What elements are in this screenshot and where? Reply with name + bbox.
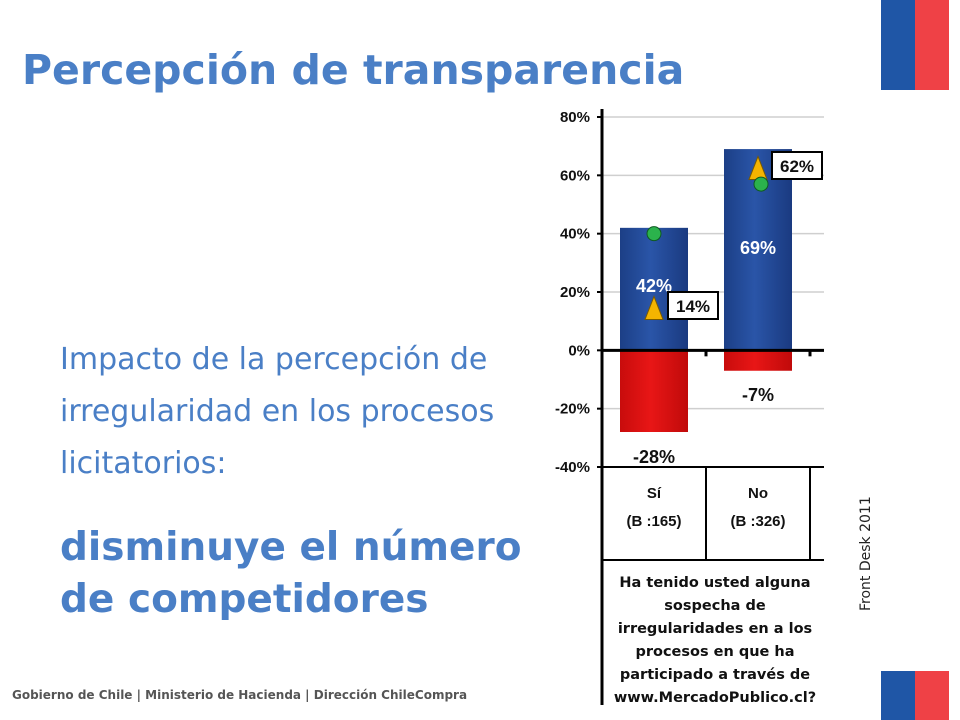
y-tick-label: 20% [560, 284, 590, 301]
slide-title: Percepción de transparencia [22, 46, 685, 94]
triangle-value-label: 62% [780, 157, 814, 176]
y-tick-label: 60% [560, 167, 590, 184]
y-tick-label: 0% [568, 342, 590, 359]
triangle-marker [644, 295, 664, 320]
circle-marker [646, 226, 662, 242]
triangle-value-label: 14% [676, 297, 710, 316]
positive-bar [620, 227, 688, 351]
y-tick-label: 80% [560, 109, 590, 126]
negative-bar-label: -7% [742, 385, 774, 405]
question-text: Ha tenido usted alguna sospecha de irreg… [613, 575, 817, 706]
chile-flag-bottom [881, 671, 949, 720]
chart: 80% 60% 40% 20% 0% -20% -40% 42% -28% 14% Sí (B :16… [555, 109, 824, 705]
positive-bar-label: 69% [740, 238, 776, 258]
category-label: No [748, 485, 768, 502]
triangle-value-box [667, 291, 719, 320]
triangle-value-box [771, 151, 823, 180]
y-tick-label: -40% [555, 459, 590, 476]
y-tick-label: 40% [560, 226, 590, 243]
category-base-label: (B :326) [730, 513, 785, 530]
negative-bar-label: -28% [633, 447, 675, 467]
chile-flag-top [881, 0, 949, 90]
positive-bar-label: 42% [636, 276, 672, 296]
negative-bar [724, 350, 792, 371]
category-label: Sí [647, 485, 662, 502]
category-base-label: (B :165) [626, 513, 681, 530]
body-text: Impacto de la percepción de irregularida… [60, 342, 495, 481]
footer-text: Gobierno de Chile | Ministerio de Hacien… [12, 688, 468, 702]
circle-marker [753, 176, 769, 192]
negative-bar [620, 350, 688, 432]
emphasis-text: disminuye el número de competidores [60, 525, 522, 622]
y-tick-label: -20% [555, 401, 590, 418]
source-label: Front Desk 2011 [858, 496, 874, 611]
